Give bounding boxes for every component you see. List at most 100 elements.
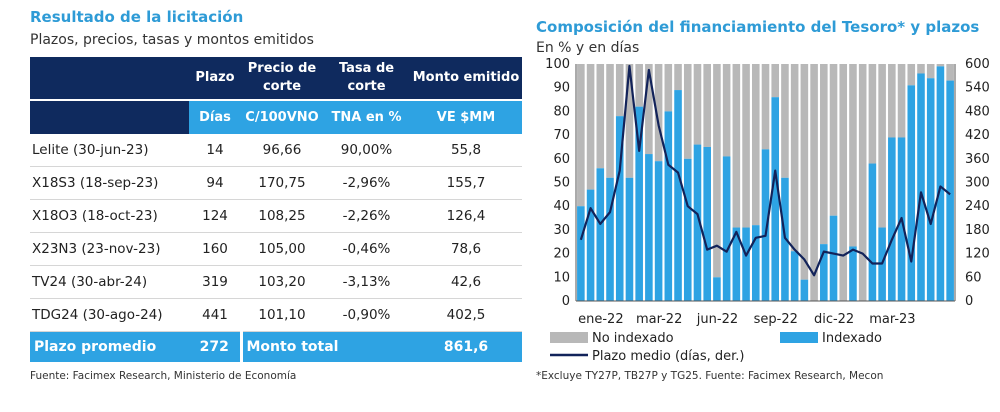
bar-no-indexado xyxy=(722,64,731,157)
x-tick-label: ene-22 xyxy=(578,312,623,327)
y-tick-label-left: 100 xyxy=(545,57,570,72)
bar-indexado xyxy=(926,78,935,301)
x-tick-label: jun-22 xyxy=(696,312,738,327)
y-tick-label-left: 80 xyxy=(553,104,570,119)
total-value-avg-term: 272 xyxy=(189,331,241,362)
x-tick-label: mar-22 xyxy=(636,312,682,327)
unit-cell: C/100VNO xyxy=(241,99,323,134)
bar-indexado xyxy=(820,244,828,301)
bar-no-indexado xyxy=(800,64,809,280)
bar-no-indexado xyxy=(839,64,848,301)
bar-no-indexado xyxy=(577,64,585,207)
unit-cell: TNA en % xyxy=(323,99,410,134)
y-tick-label-left: 30 xyxy=(553,223,570,238)
table-row: Lelite (30-jun-23) 14 96,66 90,00% 55,8 xyxy=(30,134,522,167)
y-tick-label-left: 50 xyxy=(553,176,570,191)
y-tick-label-right: 180 xyxy=(965,223,990,238)
value-cell: 78,6 xyxy=(410,232,522,266)
table-row: TDG24 (30-ago-24) 441 101,10 -0,90% 402,5 xyxy=(30,298,522,332)
value-cell: 103,20 xyxy=(241,265,323,299)
bar-indexado xyxy=(732,227,741,301)
bar-indexado xyxy=(936,66,945,302)
instrument-cell: TV24 (30-abr-24) xyxy=(30,265,189,299)
table-row: X18S3 (18-sep-23) 94 170,75 -2,96% 155,7 xyxy=(30,166,522,200)
bar-indexado xyxy=(683,158,692,301)
bar-indexado xyxy=(586,189,595,301)
bar-indexado xyxy=(761,149,770,301)
bar-no-indexado xyxy=(820,64,828,245)
bar-no-indexado xyxy=(829,64,838,216)
value-cell: 108,25 xyxy=(241,199,323,233)
y-tick-label-right: 480 xyxy=(965,104,990,119)
bar-no-indexado xyxy=(926,64,935,79)
table-footnote: Fuente: Facimex Research, Ministerio de … xyxy=(30,370,297,382)
value-cell: 160 xyxy=(189,232,241,266)
bar-no-indexado xyxy=(897,64,906,138)
y-tick-label-left: 20 xyxy=(553,247,570,262)
value-cell: 124 xyxy=(189,199,241,233)
bar-no-indexado xyxy=(606,64,614,178)
bar-no-indexado xyxy=(635,64,643,107)
bar-indexado xyxy=(645,154,653,301)
bar-indexado xyxy=(790,251,799,301)
y-tick-label-left: 90 xyxy=(553,81,570,96)
chart-subtitle: En % y en días xyxy=(536,40,640,56)
bar-no-indexado xyxy=(810,64,818,301)
value-cell: 101,10 xyxy=(241,298,323,332)
table-units-row: Días C/100VNO TNA en % VE $MM xyxy=(30,99,522,134)
bar-no-indexado xyxy=(596,64,605,169)
value-cell: 96,66 xyxy=(241,134,323,167)
line-plazo-medio xyxy=(579,64,951,277)
legend-swatch-no-indexado xyxy=(550,332,588,343)
value-cell: 155,7 xyxy=(410,166,522,200)
value-cell: 319 xyxy=(189,265,241,299)
bar-no-indexado xyxy=(946,64,954,81)
instrument-cell: TDG24 (30-ago-24) xyxy=(30,298,189,332)
value-cell: 402,5 xyxy=(410,298,522,332)
table-row: TV24 (30-abr-24) 319 103,20 -3,13% 42,6 xyxy=(30,265,522,299)
bar-no-indexado xyxy=(615,64,624,117)
bar-indexado xyxy=(742,227,750,301)
bar-indexado xyxy=(829,215,838,301)
y-tick-label-right: 300 xyxy=(965,176,990,191)
y-tick-label-left: 0 xyxy=(562,294,570,309)
value-cell: 126,4 xyxy=(410,199,522,233)
bar-indexado xyxy=(577,206,585,301)
total-value-amount: 861,6 xyxy=(410,331,522,362)
bar-indexado xyxy=(800,279,809,301)
y-tick-label-right: 0 xyxy=(965,294,973,309)
bar-indexado xyxy=(606,177,614,301)
bar-indexado xyxy=(654,161,663,301)
y-tick-label-right: 420 xyxy=(965,128,990,143)
value-cell: -2,96% xyxy=(323,166,410,200)
bar-no-indexado xyxy=(849,64,857,247)
legend-label-plazo-medio: Plazo medio (días, der.) xyxy=(592,349,744,364)
bar-no-indexado xyxy=(683,64,692,159)
y-tick-label-left: 10 xyxy=(553,270,570,285)
bar-no-indexado xyxy=(742,64,750,228)
legend-label-no-indexado: No indexado xyxy=(592,331,674,346)
x-tick-label: sep-22 xyxy=(754,312,798,327)
legend-label-indexado: Indexado xyxy=(822,331,882,346)
value-cell: -2,26% xyxy=(323,199,410,233)
bar-no-indexado xyxy=(907,64,916,86)
instrument-cell: X18S3 (18-sep-23) xyxy=(30,166,189,200)
bar-indexado xyxy=(771,97,780,302)
bar-indexado xyxy=(703,146,711,301)
bar-no-indexado xyxy=(761,64,770,150)
unit-cell: VE $MM xyxy=(410,99,522,134)
bar-indexado xyxy=(664,111,673,302)
bar-no-indexado xyxy=(868,64,877,164)
bar-no-indexado xyxy=(936,64,945,67)
table-header-row: Plazo Precio de corte Tasa de corte Mont… xyxy=(30,57,522,100)
y-tick-label-right: 60 xyxy=(965,270,982,285)
bar-no-indexado xyxy=(625,64,634,178)
value-cell: 55,8 xyxy=(410,134,522,167)
bar-indexado xyxy=(596,168,605,301)
unit-cell xyxy=(30,99,189,134)
bar-no-indexado xyxy=(888,64,896,138)
value-cell: 441 xyxy=(189,298,241,332)
header-cell: Plazo xyxy=(189,57,241,100)
header-cell: Monto emitido xyxy=(410,57,522,100)
unit-cell: Días xyxy=(189,99,241,134)
